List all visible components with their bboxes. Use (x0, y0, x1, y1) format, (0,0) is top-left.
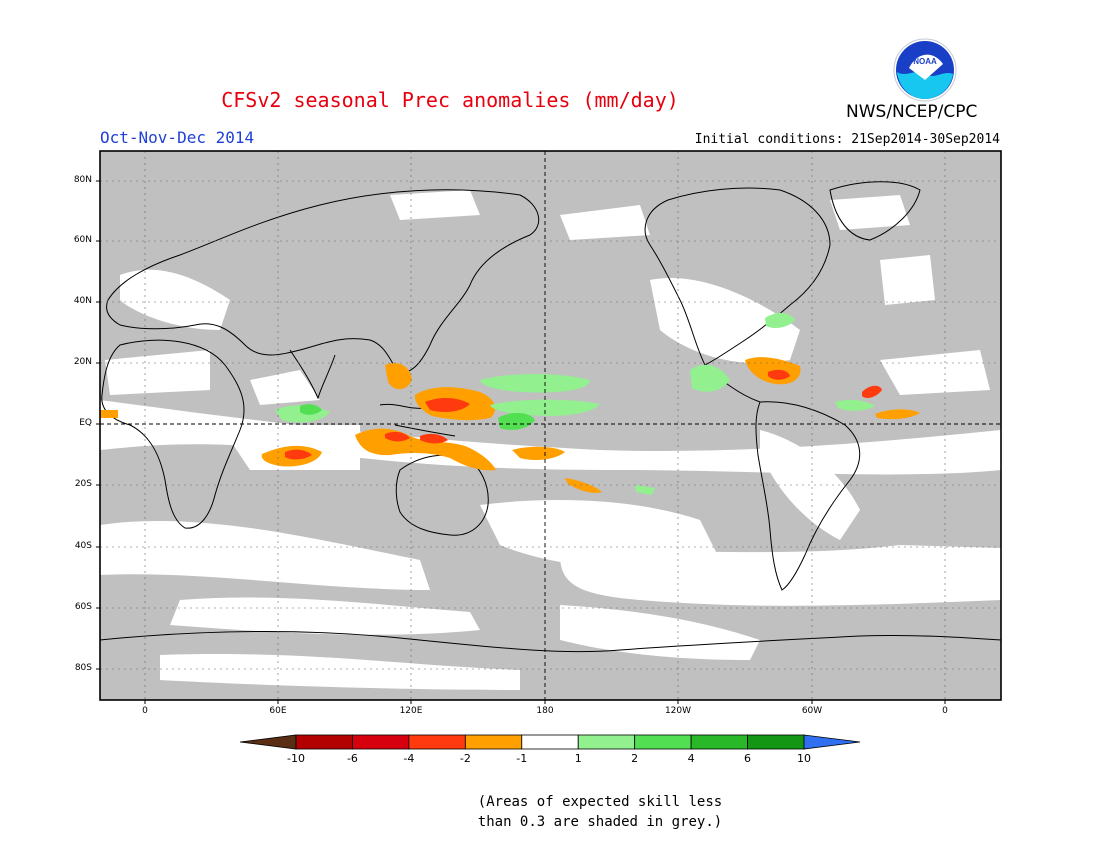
colorbar-low-arrow (239, 734, 297, 750)
colorbar-segment (295, 734, 353, 750)
skill-note: (Areas of expected skill less than 0.3 a… (0, 792, 1100, 832)
lon-label: 0 (942, 706, 948, 716)
colorbar-segment (464, 734, 523, 750)
colorbar-label: -6 (347, 752, 358, 765)
map-gridlines (100, 151, 1001, 700)
skill-note-line-1: (Areas of expected skill less (477, 794, 723, 810)
colorbar-segment (521, 734, 579, 750)
lat-label: EQ (79, 418, 92, 428)
map-title: CFSv2 seasonal Prec anomalies (mm/day) (221, 88, 679, 112)
equator-dateline (100, 151, 1001, 700)
skill-white-regions (100, 190, 1001, 690)
lat-label: 40S (74, 541, 92, 551)
colorbar-label: 6 (744, 752, 751, 765)
lon-label: 120W (664, 706, 692, 716)
colorbar-label: -10 (287, 752, 305, 765)
lat-label: 80S (74, 663, 92, 673)
colorbar-segment (634, 734, 692, 750)
colorbar-segment (577, 734, 636, 750)
map-frame (99, 150, 1002, 701)
lon-label: 60W (801, 706, 823, 716)
lon-label: 120E (399, 706, 423, 716)
season-label: Oct-Nov-Dec 2014 (100, 128, 255, 147)
colorbar-label: 1 (575, 752, 582, 765)
colorbar-label: 2 (631, 752, 638, 765)
colorbar-segment (408, 734, 466, 750)
noaa-logo: NOAA (893, 38, 957, 102)
skill-note-line-2: than 0.3 are shaded in grey.) (477, 814, 723, 830)
initial-conditions-label: Initial conditions: 21Sep2014-30Sep2014 (694, 132, 1000, 147)
colorbar-label: 4 (688, 752, 695, 765)
colorbar-segment (747, 734, 805, 750)
colorbar: -10 -6 -4 -2 -1 1 2 4 6 10 (239, 734, 861, 765)
lat-label: 20S (74, 479, 92, 489)
noaa-logo-text: NOAA (913, 57, 937, 66)
lat-label: 40N (73, 296, 92, 306)
colorbar-label: 10 (797, 752, 811, 765)
lat-label: 60N (73, 235, 92, 245)
lat-label: 80N (73, 175, 92, 185)
lat-label: 60S (74, 602, 92, 612)
colorbar-label: -2 (460, 752, 471, 765)
colorbar-high-arrow (803, 734, 861, 750)
agency-label: NWS/NCEP/CPC (846, 102, 978, 122)
lat-label: 20N (73, 357, 92, 367)
colorbar-label: -1 (516, 752, 527, 765)
colorbar-label: -4 (403, 752, 414, 765)
colorbar-segment (690, 734, 748, 750)
lon-label: 180 (536, 706, 554, 716)
lon-label: 0 (142, 706, 148, 716)
colorbar-segment (352, 734, 410, 750)
anomaly-wet-green (300, 404, 535, 430)
axis-ticks (96, 180, 946, 704)
lon-label: 60E (269, 706, 287, 716)
anomaly-dry-red (285, 369, 882, 460)
